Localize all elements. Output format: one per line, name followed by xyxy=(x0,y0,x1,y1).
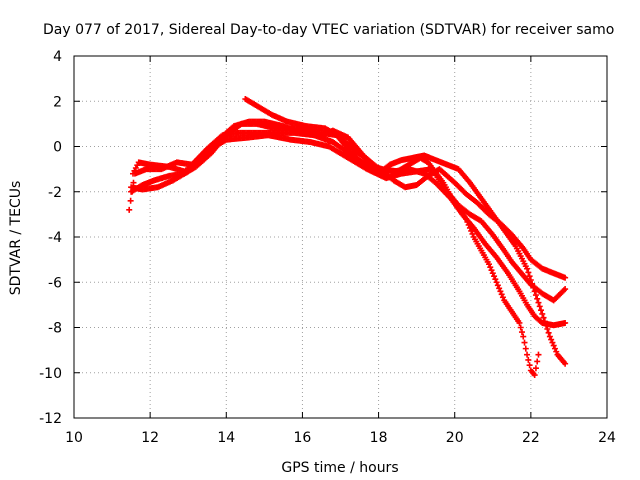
data-point-marker xyxy=(534,358,541,365)
data-point-marker xyxy=(535,299,542,306)
x-tick-label: 20 xyxy=(446,430,464,446)
data-point-marker xyxy=(485,261,492,268)
data-point-marker xyxy=(532,365,539,372)
x-tick-label: 24 xyxy=(598,430,616,446)
data-point-marker xyxy=(531,372,538,379)
data-point-marker xyxy=(546,333,553,340)
data-point-marker xyxy=(488,267,495,274)
plot-frame xyxy=(73,55,608,419)
data-point-marker xyxy=(548,336,555,343)
data-point-marker xyxy=(522,345,529,352)
data-point-marker xyxy=(562,360,569,367)
data-point-marker xyxy=(493,279,500,286)
y-tick-label: -6 xyxy=(48,275,62,291)
y-tick-label: -2 xyxy=(48,185,62,201)
x-tick-label: 12 xyxy=(141,430,159,446)
data-point-marker xyxy=(536,303,543,310)
data-point-marker xyxy=(494,282,501,289)
data-point-marker xyxy=(562,286,569,293)
data-point-marker xyxy=(492,276,499,283)
y-tick-label: -8 xyxy=(48,321,62,337)
x-tick-label: 18 xyxy=(370,430,388,446)
x-tick-label: 22 xyxy=(522,430,540,446)
data-point-marker xyxy=(491,273,498,280)
data-point-marker xyxy=(524,351,531,358)
data-point-marker xyxy=(535,351,542,358)
data-point-marker xyxy=(526,273,533,280)
data-point-marker xyxy=(544,326,551,333)
x-axis-title: GPS time / hours xyxy=(281,460,398,476)
data-point-marker xyxy=(551,345,558,352)
data-point-marker xyxy=(498,291,505,298)
data-point-marker xyxy=(527,276,534,283)
data-point-marker xyxy=(550,342,557,349)
y-tick-label: -12 xyxy=(39,411,62,427)
data-point-marker xyxy=(530,284,537,291)
data-point-marker xyxy=(521,339,528,346)
data-point-marker xyxy=(126,206,133,213)
data-point-marker xyxy=(562,319,569,326)
data-series xyxy=(126,95,569,379)
series-track-5 xyxy=(128,118,569,329)
y-tick-label: 4 xyxy=(53,49,62,65)
data-point-marker xyxy=(487,264,494,271)
y-tick-label: -4 xyxy=(48,230,62,246)
chart-title: Day 077 of 2017, Sidereal Day-to-day VTE… xyxy=(43,22,614,38)
data-point-marker xyxy=(517,324,524,331)
data-point-marker xyxy=(545,329,552,336)
data-point-marker xyxy=(520,333,527,340)
x-tick-label: 16 xyxy=(294,430,312,446)
data-point-marker xyxy=(130,179,137,186)
data-point-marker xyxy=(499,294,506,301)
data-point-marker xyxy=(127,197,134,204)
data-point-marker xyxy=(525,269,532,276)
data-point-marker xyxy=(538,307,545,314)
data-point-marker xyxy=(524,265,531,272)
grid xyxy=(74,56,607,418)
x-tick-label: 10 xyxy=(65,430,83,446)
data-point-marker xyxy=(496,285,503,292)
data-point-marker xyxy=(529,280,536,287)
data-point-marker xyxy=(469,230,476,237)
data-point-marker xyxy=(531,288,538,295)
data-point-marker xyxy=(539,310,546,317)
data-point-marker xyxy=(540,314,547,321)
data-point-marker xyxy=(562,274,569,281)
data-point-marker xyxy=(516,319,523,326)
y-tick-label: 0 xyxy=(53,140,62,156)
data-point-marker xyxy=(525,356,532,363)
data-point-marker xyxy=(489,270,496,277)
data-point-marker xyxy=(518,329,525,336)
data-point-marker xyxy=(468,227,475,234)
y-axis-title: SDTVAR / TECUs xyxy=(8,181,24,296)
data-point-marker xyxy=(532,292,539,299)
y-tick-label: -10 xyxy=(39,366,62,382)
data-point-marker xyxy=(497,288,504,295)
data-point-marker xyxy=(553,348,560,355)
y-tick-label: 2 xyxy=(53,94,62,110)
x-tick-label: 14 xyxy=(217,430,235,446)
data-point-marker xyxy=(526,362,533,369)
data-point-marker xyxy=(534,295,541,302)
data-point-marker xyxy=(549,339,556,346)
